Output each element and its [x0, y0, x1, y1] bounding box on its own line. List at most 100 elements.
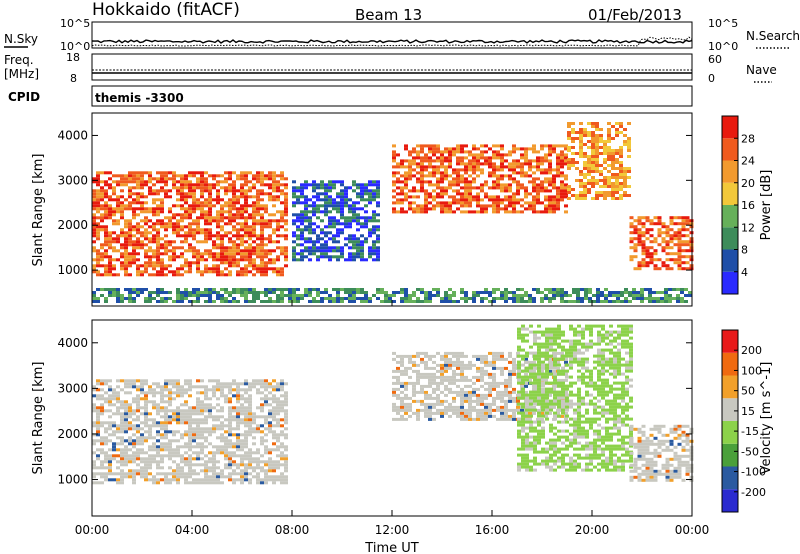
heatmap-cell	[164, 273, 168, 277]
heatmap-cell	[136, 207, 140, 211]
heatmap-cell	[180, 454, 184, 458]
heatmap-cell	[420, 288, 424, 291]
heatmap-cell	[316, 249, 320, 253]
heatmap-cell	[232, 219, 236, 223]
heatmap-cell	[436, 195, 440, 199]
heatmap-cell	[316, 195, 320, 199]
heatmap-cell	[216, 448, 220, 452]
heatmap-cell	[304, 198, 308, 202]
heatmap-cell	[208, 219, 212, 223]
heatmap-cell	[332, 249, 336, 253]
heatmap-cell	[240, 454, 244, 458]
heatmap-cell	[200, 421, 204, 425]
heatmap-cell	[512, 180, 516, 184]
heatmap-cell	[184, 415, 188, 419]
heatmap-cell	[100, 294, 104, 297]
heatmap-cell	[633, 267, 638, 271]
velocity-heatmap	[92, 324, 694, 485]
heatmap-cell	[476, 162, 480, 166]
heatmap-cell	[272, 424, 276, 428]
heatmap-cell	[96, 288, 100, 291]
heatmap-cell	[148, 240, 152, 244]
heatmap-cell	[512, 192, 516, 196]
heatmap-cell	[344, 192, 348, 196]
heatmap-cell	[180, 391, 184, 395]
heatmap-cell	[104, 442, 108, 446]
heatmap-cell	[444, 408, 448, 412]
heatmap-cell	[521, 402, 525, 406]
colorbar-tick-label: 24	[741, 155, 755, 168]
heatmap-cell	[160, 424, 164, 428]
heatmap-cell	[268, 258, 272, 262]
heatmap-cell	[280, 379, 284, 383]
heatmap-cell	[144, 379, 148, 383]
heatmap-cell	[152, 445, 156, 449]
heatmap-cell	[224, 454, 228, 458]
heatmap-cell	[623, 179, 627, 182]
heatmap-cell	[176, 415, 180, 419]
heatmap-cell	[420, 180, 424, 184]
heatmap-cell	[324, 240, 328, 244]
heatmap-cell	[372, 258, 376, 262]
heatmap-cell	[488, 147, 492, 151]
heatmap-cell	[640, 294, 644, 297]
y-tick-label: 3000	[57, 173, 88, 187]
heatmap-cell	[120, 252, 124, 256]
heatmap-cell	[665, 225, 670, 229]
heatmap-cell	[260, 270, 264, 274]
heatmap-cell	[164, 400, 168, 404]
heatmap-cell	[212, 219, 216, 223]
heatmap-cell	[184, 291, 188, 294]
heatmap-cell	[424, 210, 428, 214]
heatmap-cell	[637, 237, 642, 241]
heatmap-cell	[280, 300, 284, 303]
heatmap-cell	[583, 167, 587, 170]
heatmap-cell	[432, 390, 436, 394]
heatmap-cell	[591, 122, 595, 125]
heatmap-cell	[412, 210, 416, 214]
heatmap-cell	[272, 219, 276, 223]
heatmap-cell	[108, 177, 112, 181]
heatmap-cell	[488, 291, 492, 294]
heatmap-cell	[552, 201, 556, 205]
heatmap-cell	[224, 267, 228, 271]
heatmap-cell	[508, 150, 512, 154]
heatmap-cell	[252, 300, 256, 303]
heatmap-cell	[416, 144, 420, 148]
heatmap-cell	[548, 405, 552, 409]
heatmap-cell	[120, 424, 124, 428]
heatmap-cell	[444, 171, 448, 175]
heatmap-cell	[276, 288, 280, 291]
heatmap-cell	[352, 210, 356, 214]
heatmap-cell	[564, 159, 568, 163]
heatmap-cell	[564, 360, 568, 364]
heatmap-cell	[236, 466, 240, 470]
heatmap-cell	[452, 354, 456, 358]
heatmap-cell	[216, 192, 220, 196]
heatmap-cell	[168, 394, 172, 398]
heatmap-cell	[412, 291, 416, 294]
heatmap-cell	[196, 177, 200, 181]
heatmap-cell	[248, 433, 252, 437]
heatmap-cell	[256, 294, 260, 297]
heatmap-cell	[108, 421, 112, 425]
heatmap-cell	[216, 409, 220, 413]
heatmap-cell	[424, 396, 428, 400]
heatmap-cell	[448, 360, 452, 364]
heatmap-cell	[412, 381, 416, 385]
heatmap-cell	[252, 186, 256, 190]
heatmap-cell	[320, 186, 324, 190]
heatmap-cell	[656, 297, 660, 300]
heatmap-cell	[252, 234, 256, 238]
heatmap-cell	[376, 288, 380, 291]
heatmap-cell	[160, 201, 164, 205]
heatmap-cell	[108, 246, 112, 250]
heatmap-cell	[192, 201, 196, 205]
heatmap-cell	[108, 255, 112, 259]
heatmap-cell	[544, 171, 548, 175]
heatmap-cell	[517, 354, 521, 358]
heatmap-cell	[560, 165, 564, 169]
heatmap-cell	[440, 153, 444, 157]
heatmap-cell	[152, 460, 156, 464]
heatmap-cell	[544, 177, 548, 181]
